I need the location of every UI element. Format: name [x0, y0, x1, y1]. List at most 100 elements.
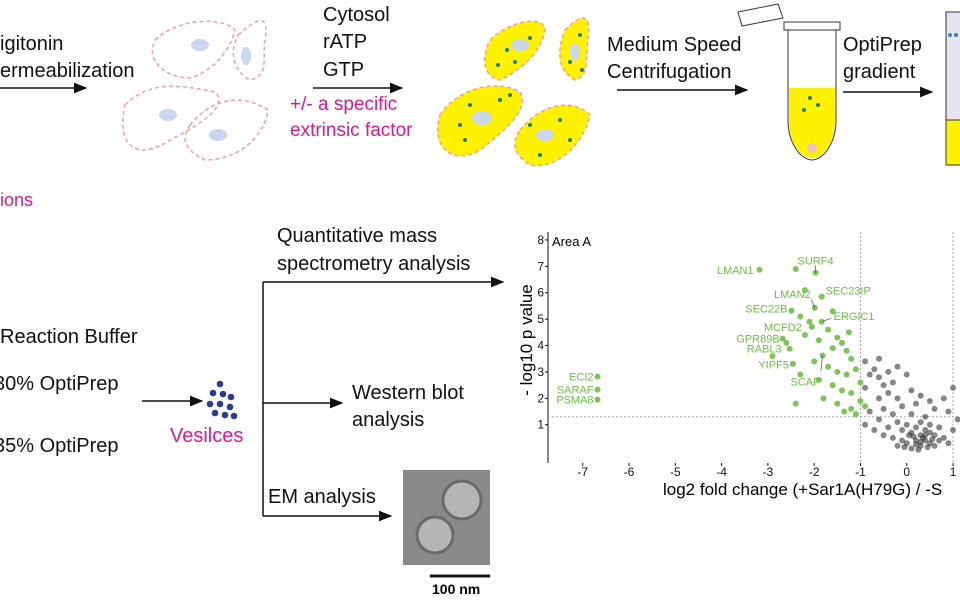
data-point — [894, 363, 901, 370]
data-point — [913, 441, 920, 448]
step-text: igitonin — [0, 33, 63, 55]
point-label: ECI2 — [569, 372, 593, 384]
data-point — [940, 434, 947, 441]
data-point — [594, 396, 601, 403]
annotation: Area A — [552, 234, 591, 249]
data-point — [788, 307, 795, 314]
data-point — [783, 339, 790, 346]
note-text: ions — [0, 190, 33, 210]
data-point — [797, 371, 804, 378]
data-point — [926, 421, 933, 428]
data-point — [926, 397, 933, 404]
data-point — [862, 421, 869, 428]
data-point — [848, 355, 855, 362]
data-point — [922, 427, 929, 433]
data-point — [818, 293, 825, 300]
data-point — [841, 408, 848, 415]
data-point — [936, 437, 943, 444]
y-axis-label: - log10 p value — [517, 284, 536, 396]
note-text: extrinsic factor — [290, 120, 413, 141]
step-text: rATP — [323, 31, 367, 53]
y-tick-label: 1 — [537, 418, 544, 432]
branch-text: analysis — [352, 409, 424, 431]
step-text: GTP — [323, 59, 364, 81]
data-point — [829, 382, 836, 389]
data-point — [945, 440, 952, 447]
data-point — [875, 374, 882, 381]
branch-text: spectrometry analysis — [277, 253, 470, 275]
step-text: Centrifugation — [607, 61, 732, 83]
x-tick-label: 1 — [950, 465, 957, 479]
data-point — [885, 424, 892, 431]
data-point — [801, 331, 808, 338]
data-point — [792, 400, 799, 407]
point-label: LMAN2 — [774, 289, 811, 301]
data-point — [926, 429, 933, 436]
data-point — [899, 427, 906, 433]
data-point — [922, 413, 929, 420]
data-point — [852, 366, 859, 373]
data-point — [825, 363, 832, 370]
buffer-text: 30% OptiPrep — [0, 373, 119, 395]
point-label: YIPF5 — [758, 360, 789, 372]
data-point — [838, 387, 845, 394]
data-point — [866, 371, 873, 378]
data-point — [931, 405, 938, 412]
point-label: RABL3 — [747, 344, 782, 356]
data-point — [910, 433, 917, 440]
point-label: SURF4 — [798, 256, 834, 268]
data-point — [929, 436, 936, 443]
gradient-column — [945, 11, 960, 166]
x-tick-label: -1 — [855, 465, 866, 479]
x-tick-label: -4 — [716, 465, 727, 479]
data-point — [825, 326, 832, 333]
data-point — [857, 379, 864, 386]
x-tick-label: -7 — [577, 465, 588, 479]
step-text: Cytosol — [323, 4, 390, 26]
data-point — [889, 379, 896, 386]
data-point — [871, 427, 878, 433]
data-point — [880, 432, 887, 439]
leader-line — [820, 355, 823, 372]
data-point — [945, 408, 952, 415]
data-point — [801, 287, 808, 294]
vesicle-cluster — [206, 380, 238, 420]
data-point — [871, 366, 878, 373]
data-point — [931, 442, 938, 449]
data-point — [820, 395, 827, 402]
branch-text: Western blot — [352, 382, 464, 404]
branch-text: EM analysis — [268, 486, 376, 508]
data-point — [875, 395, 882, 402]
nuclei — [159, 39, 251, 141]
y-tick-label: 6 — [537, 286, 544, 300]
vesicle-label: Vesilces — [170, 425, 243, 447]
data-point — [885, 368, 892, 375]
y-tick-label: 3 — [537, 365, 544, 379]
step-text: ermeabilization — [0, 60, 135, 82]
data-point — [913, 400, 920, 407]
data-point — [950, 384, 957, 391]
branch-arrows — [262, 276, 505, 522]
data-point — [950, 427, 957, 433]
tube — [737, 3, 841, 161]
data-point — [829, 308, 836, 315]
data-point — [834, 400, 841, 407]
x-tick-label: -6 — [624, 465, 635, 479]
data-point — [806, 318, 813, 325]
data-point — [908, 411, 915, 418]
data-point — [903, 421, 910, 428]
step-text: gradient — [843, 61, 916, 83]
data-point — [797, 313, 804, 320]
step-text: Medium Speed — [607, 34, 742, 56]
point-label: SEC22B — [745, 304, 787, 316]
data-point — [903, 371, 910, 378]
em-image — [403, 470, 490, 565]
x-tick-label: -5 — [670, 465, 681, 479]
data-point — [838, 339, 845, 346]
data-point — [779, 335, 786, 342]
point-label: SCAP — [791, 377, 821, 389]
point-label: SEC23IP — [826, 286, 871, 298]
data-point — [792, 265, 799, 272]
data-point — [789, 360, 796, 367]
